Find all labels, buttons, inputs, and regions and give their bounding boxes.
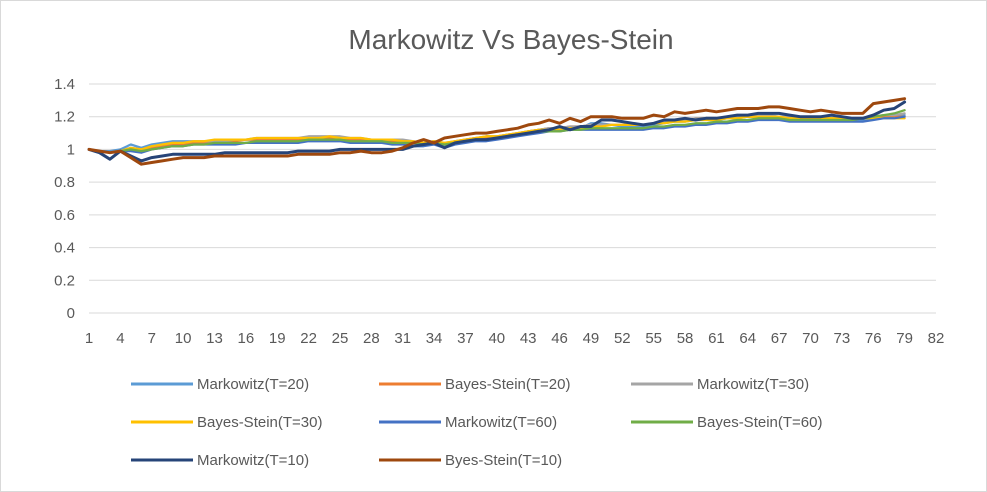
y-tick-label: 0.2 (54, 272, 75, 289)
y-tick-label: 0.4 (54, 240, 75, 257)
x-tick-label: 25 (332, 330, 349, 347)
y-tick-label: 1.2 (54, 109, 75, 126)
x-tick-label: 31 (394, 330, 411, 347)
x-tick-label: 79 (896, 330, 913, 347)
x-tick-label: 70 (802, 330, 819, 347)
series-line-markowitz-t-10 (87, 100, 907, 163)
legend-item: Markowitz(T=30) (631, 376, 809, 393)
x-tick-label: 13 (206, 330, 223, 347)
x-tick-label: 7 (148, 330, 156, 347)
series-line-byes-stein-t-10 (87, 97, 907, 166)
x-tick-label: 76 (865, 330, 882, 347)
legend-item: Markowitz(T=10) (131, 452, 309, 469)
x-tick-label: 40 (488, 330, 505, 347)
gridlines (89, 83, 936, 314)
x-tick-label: 64 (739, 330, 756, 347)
x-tick-label: 82 (928, 330, 945, 347)
y-tick-label: 1.4 (54, 76, 75, 93)
legend-label: Markowitz(T=10) (197, 452, 309, 469)
legend-item: Markowitz(T=20) (131, 376, 309, 393)
legend-item: Bayes-Stein(T=20) (379, 376, 570, 393)
series-line-markowitz-t-60 (87, 115, 906, 154)
legend-label: Markowitz(T=20) (197, 376, 309, 393)
series-line-bayes-stein-t-20 (87, 115, 906, 154)
x-tick-label: 58 (677, 330, 694, 347)
x-tick-label: 37 (457, 330, 474, 347)
x-tick-label: 61 (708, 330, 725, 347)
x-tick-label: 4 (116, 330, 124, 347)
y-tick-label: 0.6 (54, 207, 75, 224)
legend-label: Markowitz(T=30) (697, 376, 809, 393)
x-tick-label: 34 (426, 330, 443, 347)
x-tick-label: 28 (363, 330, 380, 347)
y-tick-label: 0.8 (54, 174, 75, 191)
x-tick-label: 10 (175, 330, 192, 347)
x-axis-ticks: 1 4 7 10 13 16 19 22 25 28 31 34 37 40 43 46 49 52 55 58 61 6… (85, 330, 945, 347)
legend-item: Markowitz(T=60) (379, 414, 557, 431)
x-tick-label: 16 (238, 330, 255, 347)
x-tick-label: 49 (583, 330, 600, 347)
x-tick-label: 73 (834, 330, 851, 347)
x-tick-label: 22 (300, 330, 317, 347)
legend-label: Markowitz(T=60) (445, 414, 557, 431)
x-tick-label: 55 (645, 330, 662, 347)
series-line-bayes-stein-t-30 (87, 115, 906, 154)
legend-item: Bayes-Stein(T=30) (131, 414, 322, 431)
y-tick-label: 1 (67, 141, 75, 158)
y-tick-label: 0 (67, 305, 75, 322)
legend-label: Bayes-Stein(T=30) (197, 414, 322, 431)
legend: Markowitz(T=20) Bayes-Stein(T=20) Markowit… (131, 376, 822, 469)
x-tick-label: 19 (269, 330, 286, 347)
series-lines (87, 97, 907, 166)
legend-item: Byes-Stein(T=10) (379, 452, 562, 469)
chart-title: Markowitz Vs Bayes-Stein (348, 24, 673, 55)
legend-item: Bayes-Stein(T=60) (631, 414, 822, 431)
x-tick-label: 1 (85, 330, 93, 347)
x-tick-label: 46 (551, 330, 568, 347)
x-tick-label: 43 (520, 330, 537, 347)
legend-label: Bayes-Stein(T=60) (697, 414, 822, 431)
x-tick-label: 67 (771, 330, 788, 347)
y-axis-ticks: 0 0.2 0.4 0.6 0.8 1 1.2 1.4 (54, 76, 75, 322)
legend-label: Byes-Stein(T=10) (445, 452, 562, 469)
x-tick-label: 52 (614, 330, 631, 347)
legend-label: Bayes-Stein(T=20) (445, 376, 570, 393)
